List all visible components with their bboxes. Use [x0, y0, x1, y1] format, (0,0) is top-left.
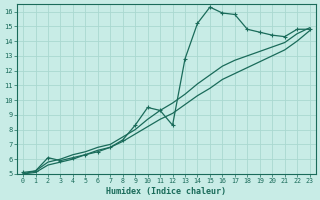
X-axis label: Humidex (Indice chaleur): Humidex (Indice chaleur)	[106, 187, 226, 196]
